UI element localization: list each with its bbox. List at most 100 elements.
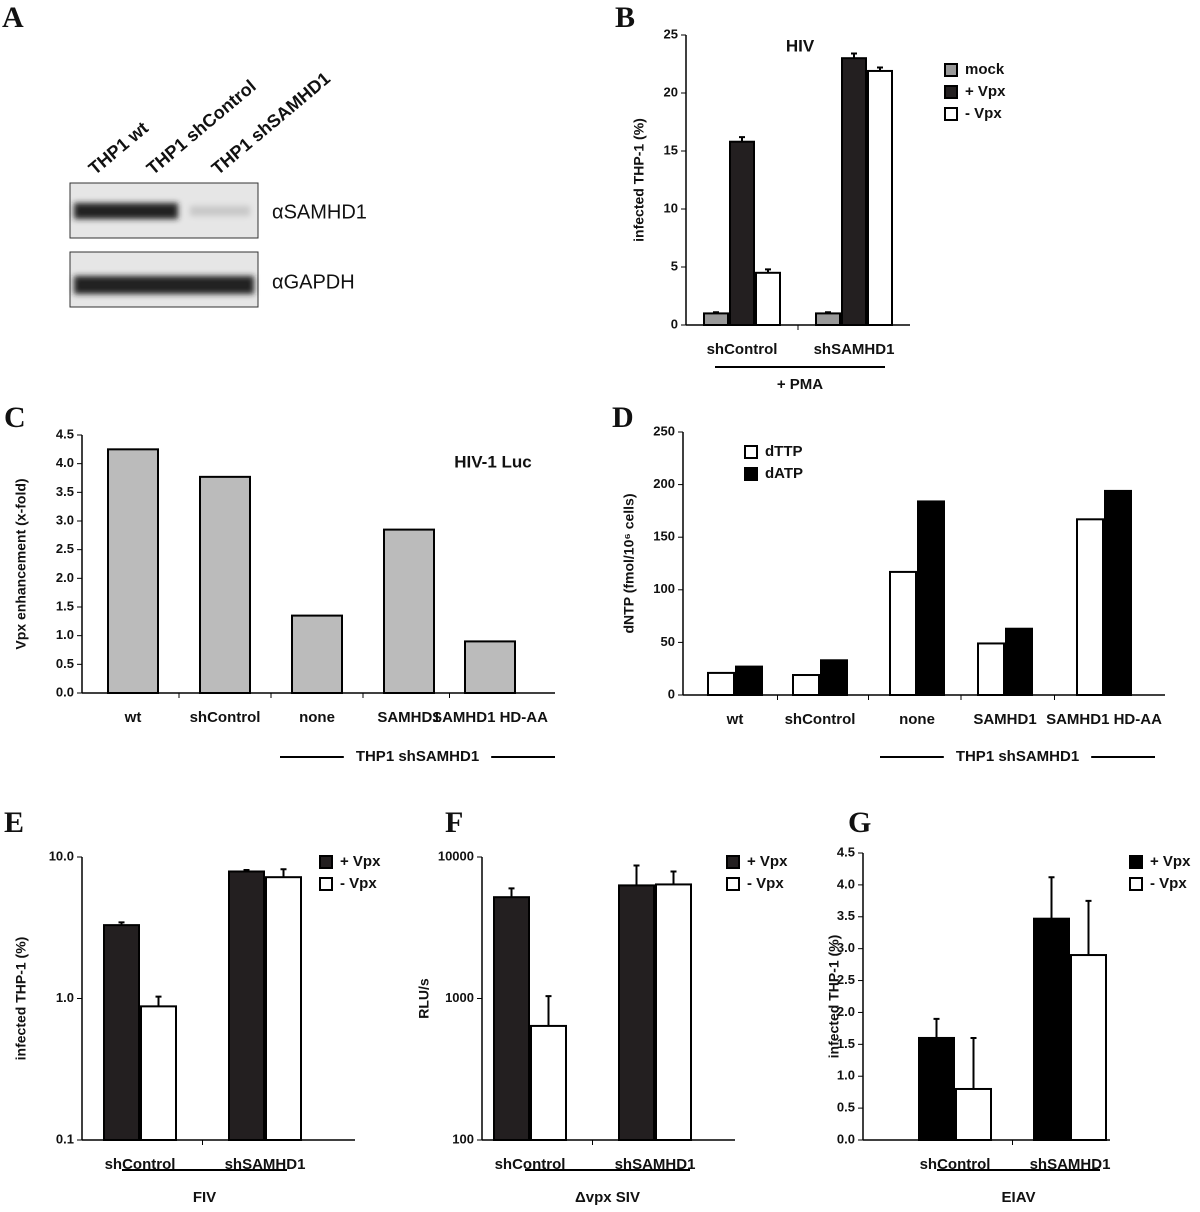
legend-label: - Vpx	[1150, 875, 1187, 892]
error-bar	[633, 864, 640, 886]
y-tick-label: 1.0	[56, 990, 74, 1005]
x-tick-label: shControl	[190, 709, 261, 726]
legend-label: + Vpx	[340, 853, 381, 870]
y-tick-label: 0.1	[56, 1131, 74, 1146]
bar	[755, 271, 781, 326]
group-label: FIV	[193, 1189, 216, 1206]
blot-band	[74, 203, 178, 219]
legend-label: - Vpx	[965, 105, 1002, 122]
error-bar	[155, 995, 162, 1007]
bar	[792, 674, 820, 697]
y-tick-label: 25	[664, 26, 678, 41]
y-tick-label: 0.0	[837, 1131, 855, 1146]
lane-label: THP1 shSAMHD1	[208, 68, 334, 178]
chart-title: HIV-1 Luc	[454, 452, 531, 471]
legend-swatch	[944, 63, 958, 77]
y-axis-label: dNTP (fmol/10⁶ cells)	[621, 494, 637, 634]
error-bar	[825, 311, 831, 314]
blot-band	[74, 276, 254, 294]
legend-label: + Vpx	[1150, 853, 1191, 870]
error-bar	[713, 311, 719, 314]
x-tick-label: shControl	[495, 1156, 566, 1173]
x-tick-label: none	[899, 711, 935, 728]
bar	[977, 642, 1005, 697]
bar	[917, 500, 945, 696]
error-bar	[1085, 899, 1092, 956]
y-axis-label: RLU/s	[416, 978, 432, 1019]
panel-letter: F	[445, 806, 463, 839]
y-tick-label: 3.0	[837, 940, 855, 955]
legend-label: mock	[965, 61, 1005, 78]
y-tick-label: 3.5	[56, 484, 74, 499]
antibody-label: αSAMHD1	[272, 201, 367, 223]
error-bar	[970, 1036, 977, 1089]
panel-letter: E	[4, 806, 24, 839]
legend-label: dATP	[765, 465, 803, 482]
legend-swatch	[726, 877, 740, 891]
bar	[291, 614, 343, 694]
legend-label: + Vpx	[965, 83, 1006, 100]
x-tick-label: shSAMHD1	[225, 1156, 306, 1173]
legend-label: - Vpx	[747, 875, 784, 892]
error-bar	[933, 1017, 940, 1038]
y-tick-label: 10000	[438, 848, 474, 863]
bar	[955, 1087, 992, 1142]
y-tick-label: 2.0	[837, 1004, 855, 1019]
y-tick-label: 3.0	[56, 512, 74, 527]
y-tick-label: 2.0	[56, 570, 74, 585]
error-bar	[243, 868, 250, 872]
group-label: + PMA	[777, 376, 823, 393]
blot-band	[190, 206, 250, 216]
y-tick-label: 1.5	[837, 1036, 855, 1051]
y-tick-label: 2.5	[837, 972, 855, 987]
panel-letter: D	[612, 401, 634, 434]
y-tick-label: 0.5	[837, 1100, 855, 1115]
antibody-label: αGAPDH	[272, 271, 355, 293]
y-tick-label: 0.0	[56, 684, 74, 699]
bar	[841, 57, 867, 326]
panel-a: A THP1 wt THP1 shControl THP1 shSAMHD1 α…	[2, 1, 367, 308]
y-axis-label: infected THP-1 (%)	[826, 935, 842, 1059]
y-tick-label: 150	[653, 529, 675, 544]
x-tick-label: SAMHD1 HD-AA	[432, 709, 548, 726]
y-axis-label: infected THP-1 (%)	[631, 118, 647, 242]
bar	[889, 570, 917, 697]
error-bar	[545, 995, 552, 1026]
bar	[820, 659, 848, 696]
legend-swatch	[319, 877, 333, 891]
group-label: Δvpx SIV	[575, 1189, 640, 1206]
lane-label: THP1 wt	[85, 118, 152, 179]
x-tick-label: shSAMHD1	[615, 1156, 696, 1173]
error-bar	[280, 868, 287, 878]
x-tick-label: wt	[726, 711, 744, 728]
bar	[735, 665, 763, 697]
error-bar	[765, 268, 771, 273]
error-bar	[508, 887, 515, 898]
y-tick-label: 4.0	[56, 455, 74, 470]
legend-label: + Vpx	[747, 853, 788, 870]
y-tick-label: 1.5	[56, 598, 74, 613]
bar	[464, 640, 516, 695]
bar	[265, 876, 302, 1141]
bar	[530, 1024, 567, 1141]
x-tick-label: shControl	[920, 1156, 991, 1173]
error-bar	[1048, 876, 1055, 919]
legend-label: - Vpx	[340, 875, 377, 892]
bar	[140, 1005, 177, 1142]
y-tick-label: 4.5	[56, 426, 74, 441]
bar	[815, 312, 841, 326]
panel-letter: A	[2, 1, 24, 34]
bar	[729, 140, 755, 326]
x-tick-label: shControl	[707, 341, 778, 358]
legend-swatch	[944, 85, 958, 99]
error-bar	[739, 136, 745, 142]
y-tick-label: 200	[653, 476, 675, 491]
y-tick-label: 15	[664, 142, 678, 157]
group-label: THP1 shSAMHD1	[956, 748, 1079, 765]
y-tick-label: 250	[653, 423, 675, 438]
bar	[703, 312, 729, 326]
bar	[103, 924, 140, 1141]
legend-swatch	[744, 467, 758, 481]
lane-label: THP1 shControl	[143, 76, 260, 179]
error-bar	[851, 52, 857, 59]
